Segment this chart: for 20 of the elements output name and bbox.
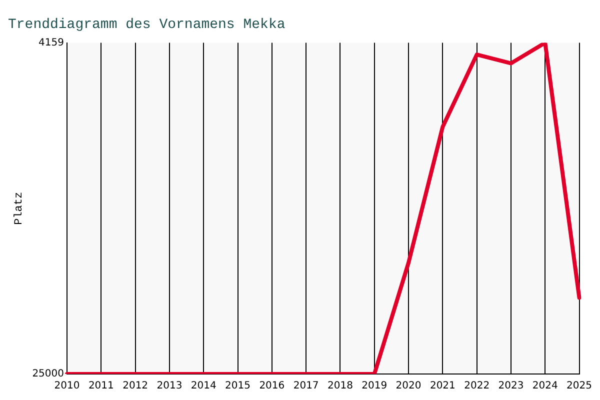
x-tick-label: 2020 xyxy=(396,380,422,392)
x-tick-label: 2017 xyxy=(293,380,319,392)
x-tick-label: 2016 xyxy=(259,380,285,392)
x-tick-label: 2010 xyxy=(54,380,80,392)
x-tick-label: 2025 xyxy=(566,380,592,392)
x-tick-label: 2023 xyxy=(498,380,524,392)
chart-title: Trenddiagramm des Vornamens Mekka xyxy=(8,17,286,34)
x-tick-label: 2018 xyxy=(327,380,353,392)
x-tick-label: 2012 xyxy=(122,380,148,392)
x-tick-label: 2022 xyxy=(464,380,490,392)
x-tick-label: 2011 xyxy=(88,380,114,392)
x-tick-label: 2024 xyxy=(532,380,558,392)
y-axis-title: Platz xyxy=(14,192,26,225)
x-tick-label: 2015 xyxy=(225,380,250,392)
y-tick-label: 4159 xyxy=(38,37,64,48)
x-tick-label: 2014 xyxy=(190,380,216,392)
x-tick-label: 2013 xyxy=(156,380,182,392)
x-tick-label: 2021 xyxy=(430,380,456,392)
x-tick-label: 2019 xyxy=(362,380,388,392)
y-tick-label: 25000 xyxy=(32,368,64,380)
